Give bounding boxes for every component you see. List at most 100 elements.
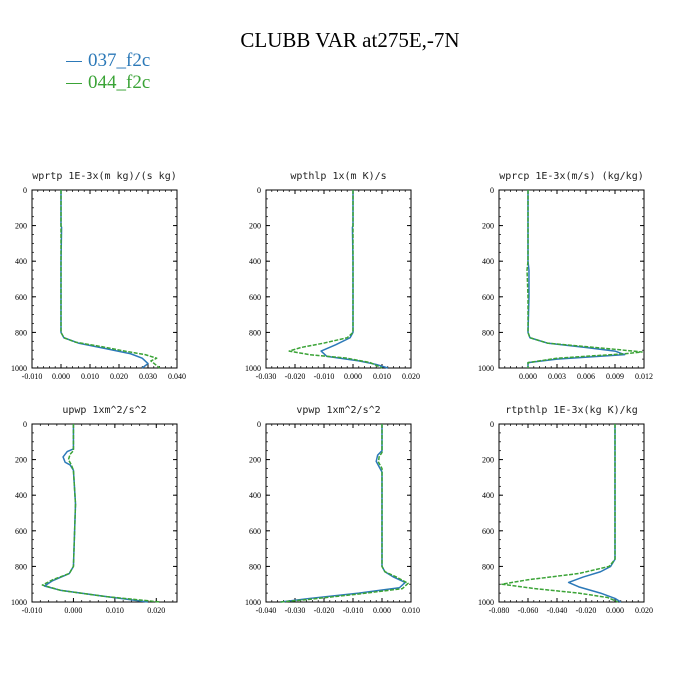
- legend-label-2: 044_f2c: [88, 72, 151, 93]
- legend-label-1: 037_f2c: [88, 50, 151, 71]
- y-tick-label: 1000: [11, 364, 27, 373]
- plot-frame: [498, 189, 645, 369]
- y-tick-label: 400: [482, 257, 494, 266]
- series-line-037_f2c: [60, 190, 149, 369]
- legend-swatch-1: [66, 60, 82, 62]
- legend: 037_f2c 044_f2c: [66, 50, 150, 94]
- x-tick-label: 0.000: [519, 372, 537, 381]
- y-tick-label: 600: [482, 527, 494, 536]
- x-tick-label: 0.000: [52, 372, 70, 381]
- y-tick-label: 600: [15, 293, 27, 302]
- x-tick-label: 0.010: [106, 606, 124, 615]
- x-tick-label: 0.030: [139, 372, 157, 381]
- x-tick-label: -0.020: [576, 606, 597, 615]
- panel-title: wpthlp 1x(m K)/s: [290, 171, 386, 182]
- panel-title: wprtp 1E-3x(m kg)/(s kg): [32, 171, 177, 182]
- chart-panel-5: vpwp 1xm^2/s^2 -0.040 -0.030 -0.020 -0.010 0.…: [245, 405, 420, 615]
- x-tick-label: -0.080: [489, 606, 510, 615]
- plot-frame: [31, 189, 178, 369]
- x-tick-label: 0.012: [635, 372, 653, 381]
- x-tick-label: 0.020: [402, 372, 420, 381]
- x-tick-label: -0.010: [343, 606, 364, 615]
- y-tick-label: 200: [249, 222, 261, 231]
- x-tick-label: -0.010: [22, 606, 43, 615]
- y-tick-label: 600: [15, 527, 27, 536]
- y-tick-label: 200: [482, 222, 494, 231]
- y-tick-label: 0: [257, 420, 261, 429]
- x-tick-label: -0.020: [285, 372, 306, 381]
- y-tick-label: 1000: [478, 364, 494, 373]
- series-line-037_f2c: [280, 424, 406, 603]
- x-tick-label: 0.006: [577, 372, 595, 381]
- y-tick-label: 400: [482, 491, 494, 500]
- series-line-044_f2c: [60, 190, 161, 369]
- y-tick-label: 1000: [245, 364, 261, 373]
- y-tick-label: 800: [249, 562, 261, 571]
- chart-panel-6: rtpthlp 1E-3x(kg K)/kg -0.080 -0.060 -0.040…: [478, 405, 653, 615]
- series-line-044_f2c: [41, 424, 161, 603]
- y-tick-label: 1000: [245, 598, 261, 607]
- chart-panel-3: wprcp 1E-3x(m/s) (kg/kg) 0.000 0.003 0.006 0…: [478, 171, 653, 381]
- x-tick-label: 0.040: [168, 372, 186, 381]
- plot-frame: [265, 189, 412, 369]
- legend-swatch-2: [66, 82, 82, 84]
- panel-title: rtpthlp 1E-3x(kg K)/kg: [505, 405, 637, 416]
- y-tick-label: 800: [15, 562, 27, 571]
- x-tick-label: 0.010: [81, 372, 99, 381]
- y-tick-label: 0: [490, 420, 494, 429]
- y-tick-label: 400: [15, 491, 27, 500]
- y-tick-label: 200: [482, 456, 494, 465]
- y-tick-label: 200: [15, 456, 27, 465]
- y-tick-label: 600: [249, 527, 261, 536]
- x-tick-label: 0.010: [402, 606, 420, 615]
- x-tick-label: -0.040: [547, 606, 568, 615]
- y-tick-label: 800: [15, 328, 27, 337]
- chart-panel-1: wprtp 1E-3x(m kg)/(s kg) -0.010 0.000 0.010…: [11, 171, 186, 381]
- page-title: CLUBB VAR at275E,-7N: [240, 28, 460, 52]
- x-tick-label: -0.030: [285, 606, 306, 615]
- x-tick-label: 0.000: [606, 606, 624, 615]
- series-line-044_f2c: [280, 424, 409, 603]
- plot-frame: [31, 423, 178, 603]
- y-tick-label: 400: [15, 257, 27, 266]
- y-tick-label: 0: [23, 420, 27, 429]
- x-tick-label: 0.000: [64, 606, 82, 615]
- y-tick-label: 600: [482, 293, 494, 302]
- x-tick-label: 0.020: [635, 606, 653, 615]
- x-tick-label: 0.003: [548, 372, 566, 381]
- series-line-044_f2c: [288, 190, 383, 369]
- series-line-037_f2c: [43, 424, 149, 603]
- x-tick-label: 0.020: [110, 372, 128, 381]
- plot-frame: [498, 423, 645, 603]
- x-tick-label: -0.060: [518, 606, 539, 615]
- series-line-037_f2c: [567, 424, 622, 603]
- y-tick-label: 200: [15, 222, 27, 231]
- x-tick-label: 0.010: [373, 372, 391, 381]
- x-tick-label: -0.040: [256, 606, 277, 615]
- y-tick-label: 400: [249, 491, 261, 500]
- legend-item-2: 044_f2c: [66, 72, 150, 94]
- series-line-044_f2c: [526, 190, 643, 368]
- legend-item-1: 037_f2c: [66, 50, 150, 72]
- panel-title: vpwp 1xm^2/s^2: [296, 405, 380, 416]
- x-tick-label: 0.000: [373, 606, 391, 615]
- y-tick-label: 200: [249, 456, 261, 465]
- chart-panel-2: wpthlp 1x(m K)/s -0.030 -0.020 -0.010 0.000 0…: [245, 171, 420, 381]
- x-tick-label: -0.020: [314, 606, 335, 615]
- x-tick-label: 0.009: [606, 372, 624, 381]
- y-tick-label: 0: [257, 186, 261, 195]
- plot-frame: [265, 423, 412, 603]
- y-tick-label: 800: [249, 328, 261, 337]
- y-tick-label: 400: [249, 257, 261, 266]
- x-tick-label: -0.010: [314, 372, 335, 381]
- y-tick-label: 1000: [11, 598, 27, 607]
- chart-panel-4: upwp 1xm^2/s^2 -0.010 0.000 0.010 0.020 0 200 4…: [11, 405, 178, 615]
- x-tick-label: -0.030: [256, 372, 277, 381]
- y-tick-label: 800: [482, 328, 494, 337]
- y-tick-label: 1000: [478, 598, 494, 607]
- panel-title: upwp 1xm^2/s^2: [62, 405, 146, 416]
- panel-title: wprcp 1E-3x(m/s) (kg/kg): [499, 171, 644, 182]
- x-tick-label: 0.020: [147, 606, 165, 615]
